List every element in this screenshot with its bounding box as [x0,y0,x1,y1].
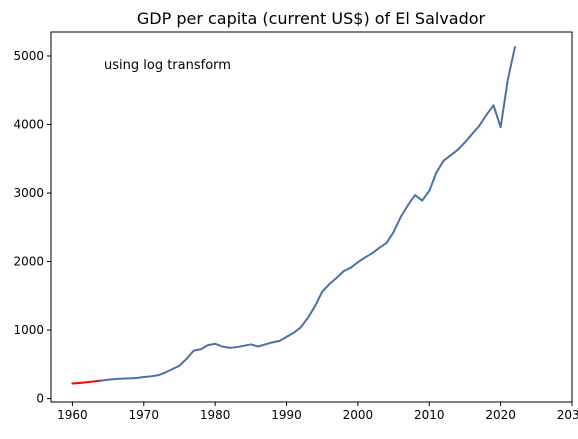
x-tick-label: 1980 [200,408,231,422]
series-line-0 [72,381,101,384]
x-tick-label: 2010 [414,408,445,422]
x-tick-label: 1960 [57,408,88,422]
y-axis: 0 1000 2000 3000 4000 5000 [13,49,51,406]
y-tick-label: 4000 [13,118,44,132]
chart-annotation: using log transform [104,58,231,73]
x-tick-label: 1970 [129,408,160,422]
y-tick-label: 0 [36,392,44,406]
x-tick-label: 2020 [485,408,516,422]
y-tick-label: 2000 [13,255,44,269]
x-tick-label: 2000 [343,408,374,422]
series-layer [72,47,514,383]
y-tick-label: 3000 [13,186,44,200]
series-line-1 [101,47,515,381]
plot-frame [51,32,572,402]
chart-title: GDP per capita (current US$) of El Salva… [137,9,486,28]
y-tick-label: 5000 [13,49,44,63]
x-tick-label: 1990 [271,408,302,422]
y-tick-label: 1000 [13,323,44,337]
